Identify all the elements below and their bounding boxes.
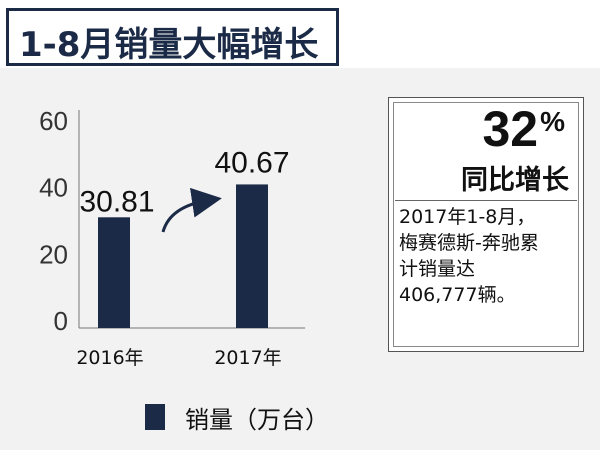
description-line: 计销量达 — [399, 258, 476, 280]
data-label: 40.67 — [214, 146, 289, 179]
bar — [236, 184, 268, 328]
growth-label: 同比增长 — [461, 165, 569, 196]
y-tick-label: 60 — [39, 106, 68, 136]
growth-percentage: 32% — [482, 100, 565, 158]
description: 2017年1-8月， 梅赛德斯-奔驰累 计销量达 406,777辆。 — [399, 204, 579, 308]
y-tick-label: 40 — [39, 173, 68, 203]
data-label: 30.81 — [79, 185, 154, 218]
x-tick-label: 2016年 — [76, 347, 143, 369]
bar — [98, 217, 130, 328]
page-title: 1-8月销量大幅增长 — [19, 25, 319, 65]
description-line: 梅赛德斯-奔驰累 — [399, 232, 539, 254]
legend-label: 销量（万台） — [185, 406, 329, 434]
y-tick-label: 0 — [54, 306, 68, 336]
y-tick-label: 20 — [39, 239, 68, 269]
description-line: 406,777辆。 — [399, 284, 516, 306]
growth-value: 32 — [482, 101, 539, 157]
title-underline — [9, 63, 336, 66]
growth-arrow — [161, 187, 222, 233]
legend-swatch — [145, 404, 165, 430]
info-divider — [395, 200, 577, 201]
title-box: 1-8月销量大幅增长 — [6, 8, 339, 66]
description-line: 2017年1-8月， — [399, 206, 536, 228]
percent-sign: % — [540, 106, 565, 137]
x-tick-label: 2017年 — [214, 347, 281, 369]
highlight-box: 32% 同比增长 2017年1-8月， 梅赛德斯-奔驰累 计销量达 406,77… — [388, 97, 584, 352]
